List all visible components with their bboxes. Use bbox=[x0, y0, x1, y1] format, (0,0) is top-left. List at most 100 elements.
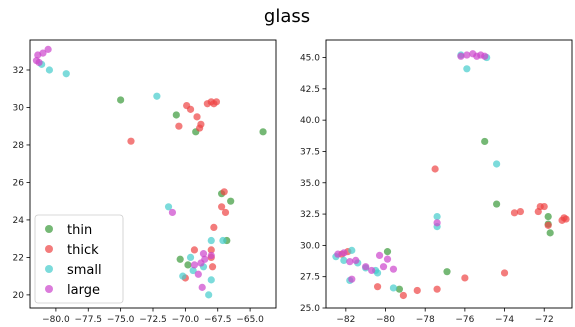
point-large-2 bbox=[39, 49, 47, 57]
point-small-12 bbox=[205, 291, 213, 299]
point-thick-13 bbox=[413, 286, 421, 295]
point-large-11 bbox=[334, 250, 342, 258]
y-tick-label: 32.5 bbox=[300, 210, 320, 220]
y-tick-label: 26 bbox=[13, 178, 25, 188]
markers bbox=[32, 45, 267, 299]
y-tick-label: 40.0 bbox=[300, 116, 320, 126]
point-thick-16 bbox=[190, 246, 199, 254]
point-small-13 bbox=[389, 284, 398, 292]
point-thin-3 bbox=[259, 128, 267, 136]
point-small-2 bbox=[62, 70, 70, 78]
point-thick-14 bbox=[210, 223, 218, 232]
point-thick-1 bbox=[510, 209, 519, 217]
x-tick-label: −72.5 bbox=[139, 315, 167, 325]
point-large-12 bbox=[340, 249, 348, 257]
x-tick-label: −80.0 bbox=[42, 315, 70, 325]
right-scatter-panel: −82 −80 −78 −76 −74 −72 25.0 27.5 30.0 32.5 35.0 37… bbox=[300, 39, 573, 325]
legend-label-large: large bbox=[67, 283, 100, 298]
point-small-1 bbox=[493, 160, 501, 168]
point-large-16 bbox=[348, 275, 356, 283]
point-thick-14 bbox=[373, 283, 382, 291]
x-tick-label: −82 bbox=[336, 315, 355, 325]
point-large-7 bbox=[362, 263, 370, 271]
point-large-13 bbox=[346, 258, 354, 266]
point-thick-12 bbox=[433, 285, 441, 293]
y-tick-label: 37.5 bbox=[300, 147, 320, 157]
y-tick-label: 42.5 bbox=[300, 85, 320, 95]
point-large-6 bbox=[199, 250, 208, 258]
x-tick-label: −75.0 bbox=[107, 315, 135, 325]
point-large-12 bbox=[198, 283, 206, 291]
point-thick-2 bbox=[516, 207, 525, 216]
y-tick-label: 35.0 bbox=[300, 179, 320, 189]
point-small-11 bbox=[373, 269, 382, 277]
point-small-8 bbox=[340, 256, 348, 265]
point-thick-7 bbox=[175, 122, 183, 130]
legend-label-thick: thick bbox=[67, 243, 99, 258]
legend-marker-thin bbox=[45, 225, 53, 233]
y-tick-label: 32 bbox=[13, 66, 24, 76]
point-thick-2 bbox=[193, 113, 201, 121]
x-tick-label: −65.0 bbox=[236, 315, 264, 325]
point-thin-8 bbox=[176, 255, 184, 263]
point-small-0 bbox=[463, 65, 471, 73]
point-large-3 bbox=[44, 45, 52, 53]
figure-title: glass bbox=[264, 6, 310, 27]
y-tick-label: 28 bbox=[13, 141, 25, 151]
point-large-11 bbox=[194, 270, 202, 278]
point-thick-1 bbox=[186, 105, 195, 113]
point-thick-11 bbox=[461, 274, 469, 282]
point-thin-6 bbox=[383, 248, 392, 256]
point-thin-4 bbox=[395, 285, 403, 293]
point-large-15 bbox=[383, 255, 392, 263]
legend-marker-thick bbox=[45, 245, 53, 253]
y-tick-label: 20 bbox=[13, 291, 25, 301]
point-thick-10 bbox=[500, 269, 509, 277]
point-thick-8 bbox=[558, 216, 566, 224]
x-tick-label: −74 bbox=[495, 315, 514, 325]
x-tick-label: −72 bbox=[535, 315, 554, 325]
legend: thin thick small large bbox=[34, 214, 124, 304]
markers bbox=[332, 50, 570, 300]
legend-marker-small bbox=[45, 265, 53, 273]
point-thick-0 bbox=[431, 165, 439, 173]
x-tick-label: −78 bbox=[416, 315, 435, 325]
y-tick-label: 22 bbox=[13, 253, 24, 263]
point-small-6 bbox=[219, 236, 227, 245]
point-thick-12 bbox=[218, 203, 226, 211]
point-small-3 bbox=[153, 92, 161, 100]
x-tick-label: −67.5 bbox=[204, 315, 232, 325]
point-thin-7 bbox=[184, 261, 192, 269]
point-thick-17 bbox=[399, 291, 407, 300]
point-large-6 bbox=[433, 219, 441, 227]
legend-marker-large bbox=[45, 285, 53, 293]
legend-label-small: small bbox=[67, 263, 102, 278]
y-tick-label: 30.0 bbox=[300, 241, 320, 251]
point-large-9 bbox=[190, 261, 199, 269]
left-scatter-panel: −80.0 −77.5 −75.0 −72.5 −70.0 −67.5 −65.0 20 22 2… bbox=[13, 39, 277, 325]
point-thick-9 bbox=[544, 221, 552, 229]
point-large-17 bbox=[389, 265, 398, 273]
y-tick-label: 45.0 bbox=[300, 54, 320, 64]
point-small-7 bbox=[186, 253, 195, 261]
y-tick-label: 25.0 bbox=[300, 304, 320, 314]
x-tick-label: −80 bbox=[376, 315, 395, 325]
point-large-4 bbox=[35, 58, 43, 67]
point-thick-13 bbox=[221, 208, 230, 217]
point-thick-6 bbox=[212, 98, 221, 106]
point-large-10 bbox=[197, 259, 205, 267]
legend-box bbox=[34, 214, 124, 304]
point-large-10 bbox=[352, 256, 360, 265]
point-large-9 bbox=[379, 263, 388, 271]
point-small-4 bbox=[164, 203, 173, 211]
x-tick-label: −76 bbox=[455, 315, 474, 325]
y-tick-label: 24 bbox=[13, 216, 25, 226]
point-thick-10 bbox=[127, 137, 135, 145]
point-large-14 bbox=[375, 251, 384, 259]
point-large-8 bbox=[368, 266, 376, 275]
point-thin-0 bbox=[481, 137, 489, 146]
point-thin-1 bbox=[172, 111, 180, 119]
legend-label-thin: thin bbox=[67, 223, 92, 238]
x-tick-label: −77.5 bbox=[74, 315, 102, 325]
